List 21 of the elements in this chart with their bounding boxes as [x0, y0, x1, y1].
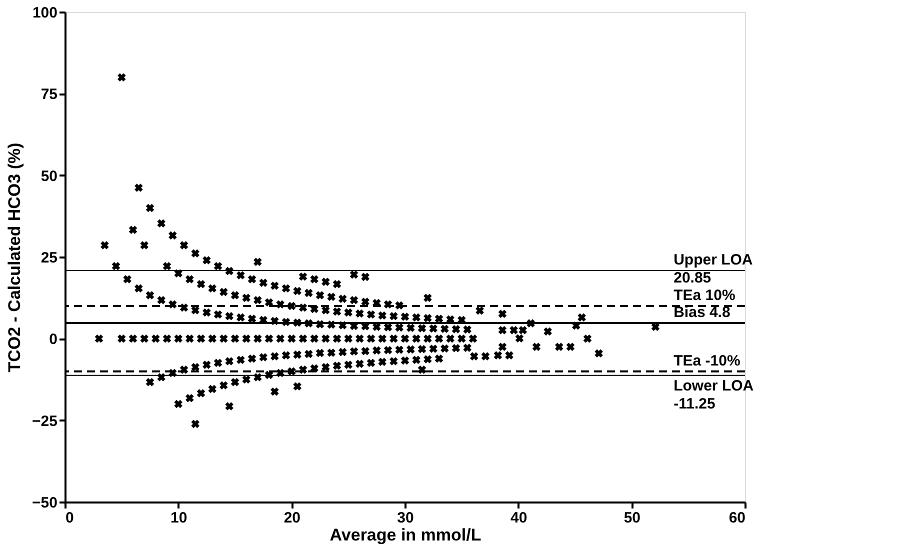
- y-tick-label: −25: [32, 412, 58, 430]
- y-tick-label: 0: [49, 331, 58, 348]
- y-tick-label: 75: [40, 86, 58, 104]
- x-tick-label: 20: [284, 510, 301, 526]
- x-tick-label: 10: [170, 510, 188, 526]
- y-tick-label: 100: [32, 4, 58, 22]
- x-tick-label: 60: [728, 510, 746, 526]
- y-axis-title: TCO2 - Calculated HCO3 (%): [5, 142, 24, 372]
- y-tick-label: 50: [40, 168, 58, 185]
- ref-line-label: Bias 4.8: [674, 304, 730, 321]
- x-tick-label: 50: [624, 510, 641, 526]
- ref-line-label: Lower LOA -11.25: [674, 377, 754, 412]
- ref-line-label: TEa 10%: [674, 287, 736, 304]
- x-tick-label: 30: [397, 510, 414, 526]
- x-axis-title: Average in mmol/L: [330, 526, 482, 544]
- x-tick-label: 0: [66, 510, 74, 526]
- y-tick-label: 25: [40, 250, 58, 266]
- x-tick-label: 40: [510, 510, 528, 526]
- ref-line-label: Upper LOA 20.85: [674, 252, 753, 287]
- ref-line-label: TEa -10%: [674, 352, 740, 370]
- y-tick-label: −50: [32, 494, 58, 512]
